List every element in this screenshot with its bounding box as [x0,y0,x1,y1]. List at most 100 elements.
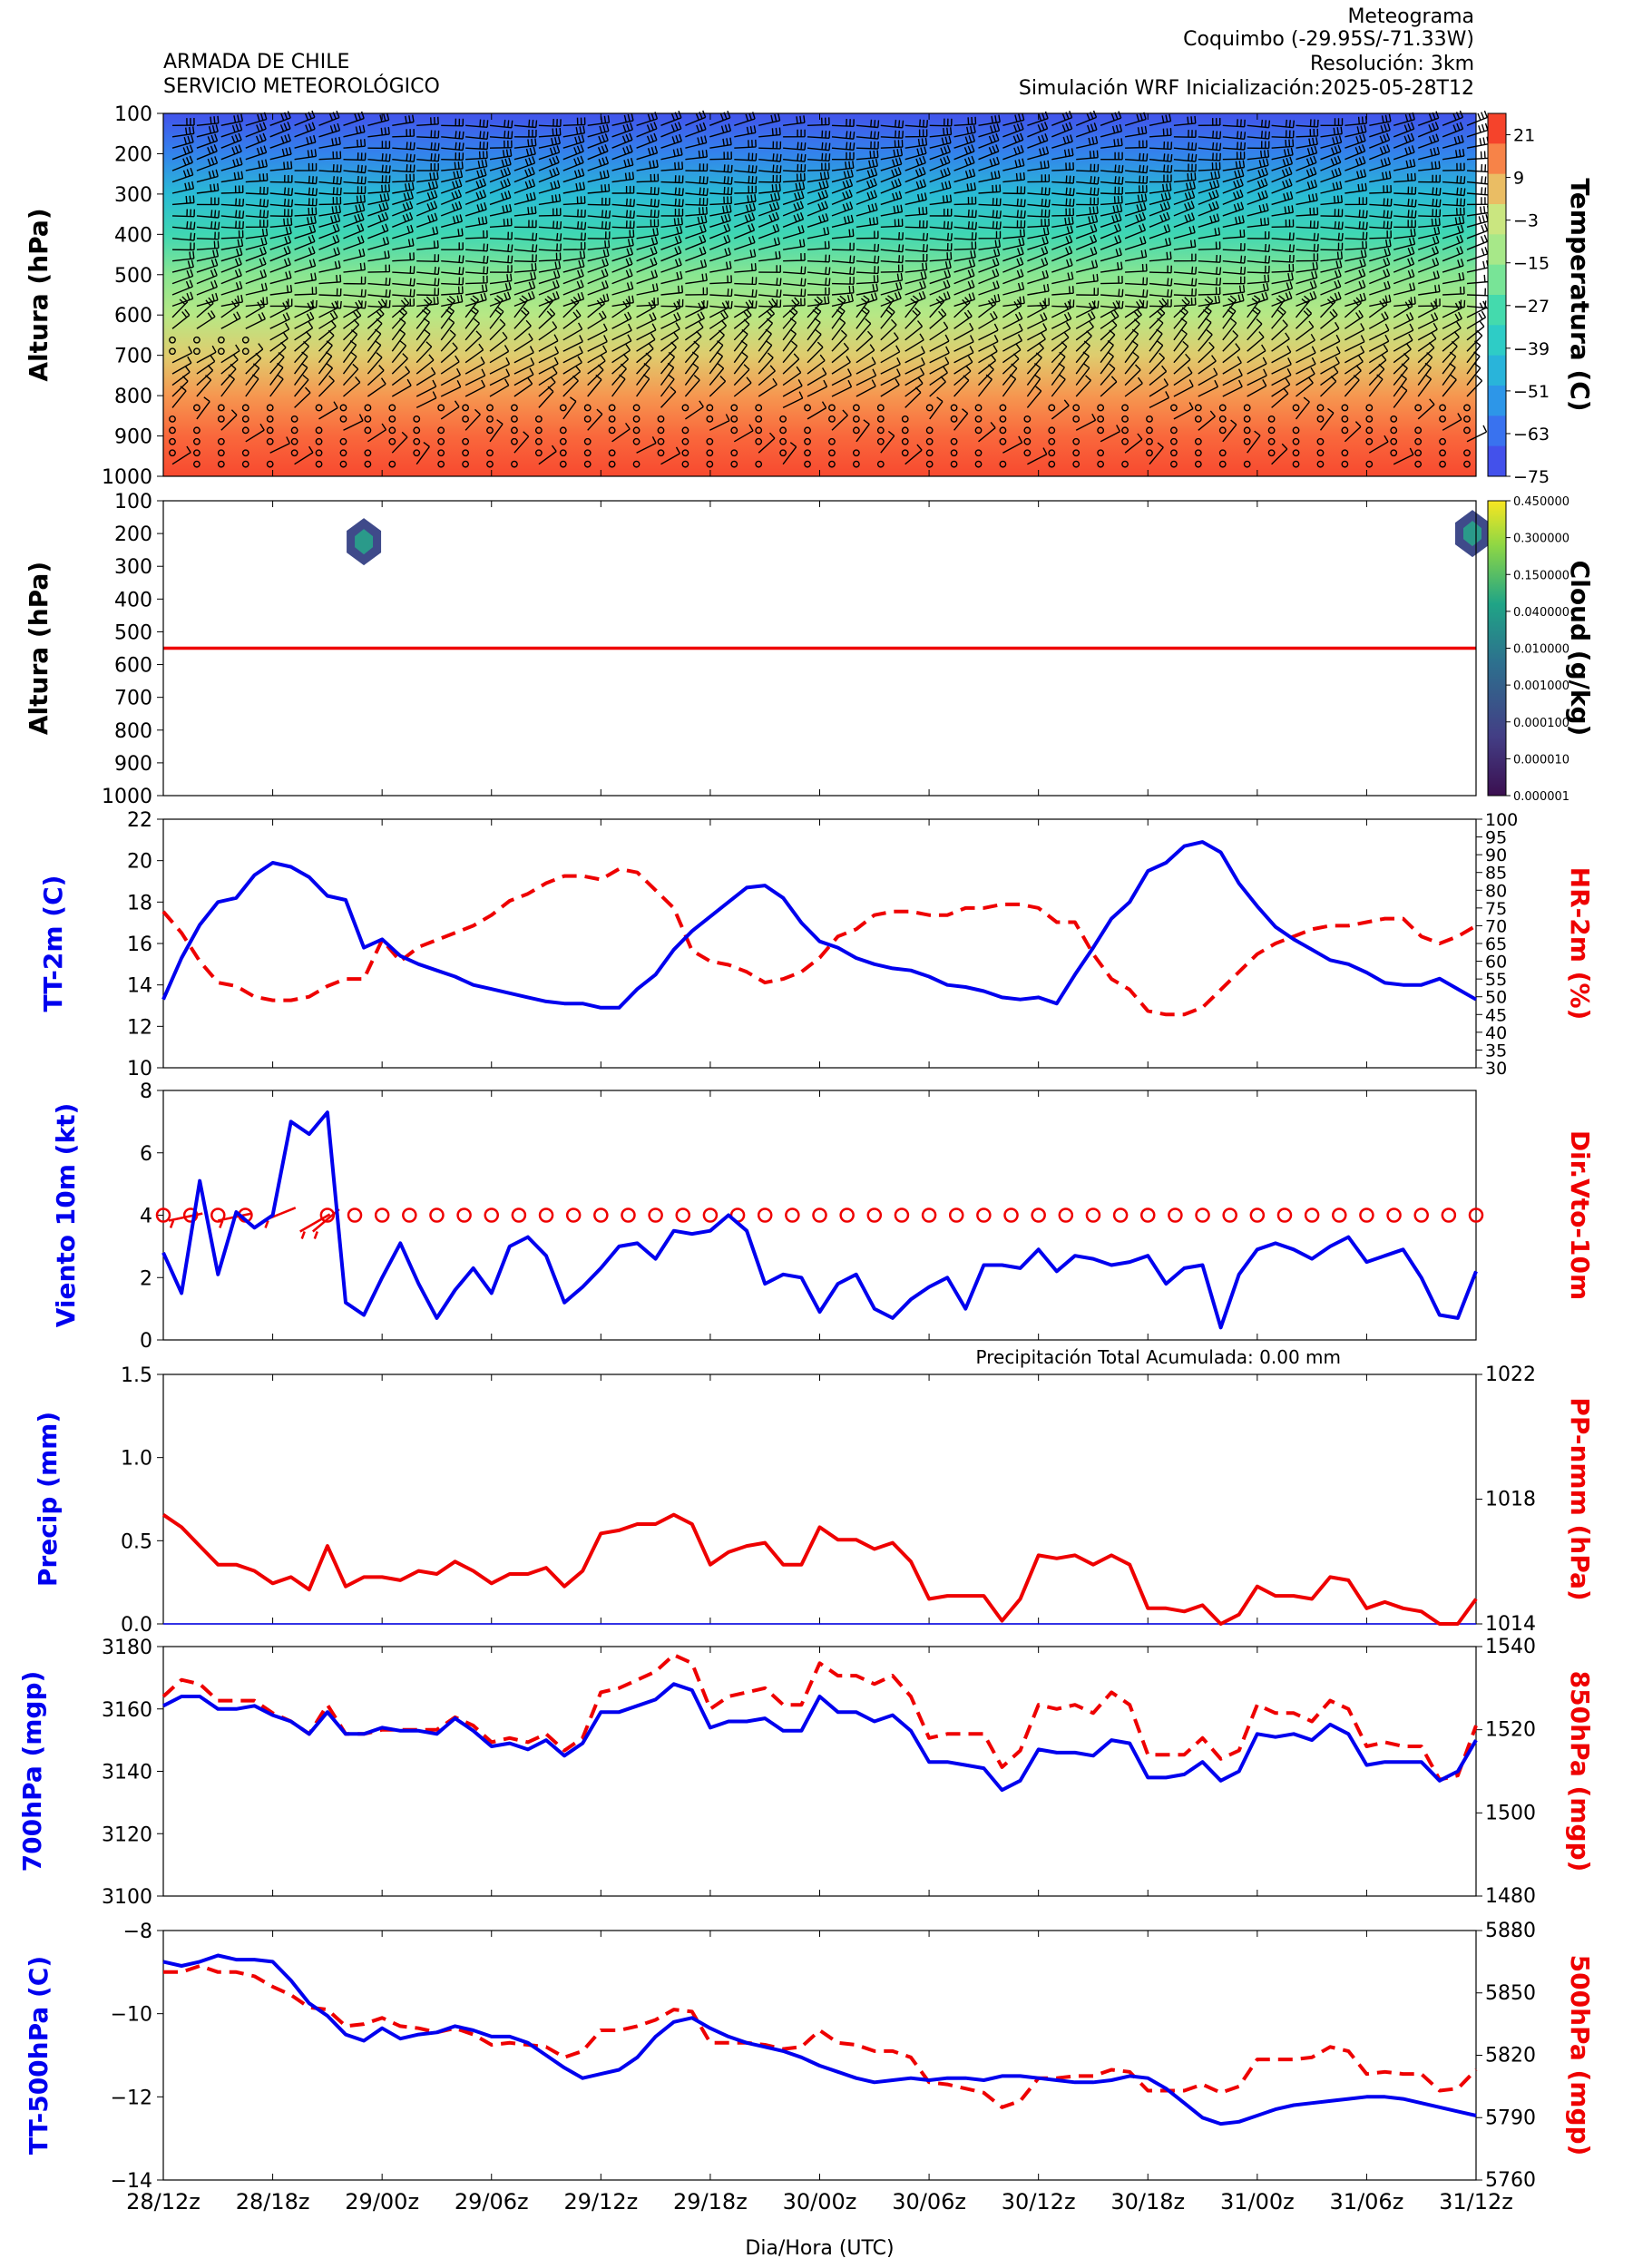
wind-barb [1295,396,1310,420]
wind-barb [905,179,927,194]
wind-barb [538,220,562,230]
wind-barb [416,180,439,194]
wind-barb [929,155,951,171]
wind-barb [611,311,632,329]
wind-barb [1149,113,1172,126]
y2-tick-label: 5790 [1485,2107,1536,2129]
wind-barb [660,133,682,149]
wind-barb [587,364,604,386]
wind-barb [269,300,290,318]
wind-barb [953,356,973,375]
wind-barb [513,166,535,183]
wind-barb [953,144,975,161]
wind-barb [1173,115,1197,126]
wind-barb [1149,153,1173,162]
y-tick-label: 18 [127,892,152,914]
wind-dir-barb [168,1212,203,1228]
wind-barb [1124,298,1144,318]
wind-barb [1247,318,1263,341]
y-tick-label: 100 [114,103,152,126]
calm-marker [681,404,689,412]
wind-barb [1393,333,1413,352]
wind-barb [513,271,537,285]
calm-marker [828,404,836,412]
wind-barb [1345,249,1367,262]
calm-marker [706,449,714,457]
wind-barb [464,216,488,228]
y2-tick-label: 55 [1485,970,1507,990]
wind-barb [1173,318,1188,341]
calm-marker [999,415,1007,423]
wind-barb [1247,119,1271,129]
wind-barb [758,127,781,138]
wind-barb [1417,111,1440,126]
wind-barb [343,124,366,138]
wind-barb [1369,144,1391,161]
wind-barb [1076,214,1099,228]
wind-barb [294,330,312,352]
wind-barb [1002,353,1020,375]
wind-barb [1442,413,1462,431]
calm-marker [1243,426,1251,435]
colorbar-2-tick-label: 0.001000 [1513,679,1569,693]
calm-marker [828,449,836,457]
wind-barb [660,235,682,250]
panel-3-ylabel: TT-2m (C) [38,875,68,1012]
y-tick-label: 1.5 [121,1364,152,1387]
wind-barb [440,342,458,364]
y2-tick-label: 5820 [1485,2045,1536,2068]
wind-barb [1051,187,1075,197]
wind-barb [562,279,584,296]
wind-barb [783,142,807,151]
calm-marker [974,426,983,435]
wind-barb [441,277,464,286]
colorbar-1-tick-label: −3 [1513,211,1539,231]
wind-barb [929,135,952,149]
calm-marker [462,437,469,445]
wind-barb [343,212,365,228]
wind-barb [1369,269,1391,285]
wind-barb [392,153,416,162]
wind-barb [245,210,269,219]
colorbar-1-tick-label: −27 [1513,297,1550,317]
calm-marker [193,404,200,412]
wind-barb [1466,110,1488,126]
calm-marker [217,336,225,344]
x-tick-label: 31/00z [1220,2189,1295,2214]
wind-barb [1051,216,1074,228]
wind-barb [465,131,489,140]
wind-barb [1442,234,1464,250]
wind-barb [196,310,216,329]
wind-barb [1002,374,1017,397]
wind-barb [343,139,367,149]
wind-barb [1173,240,1197,250]
wind-barb [318,110,340,126]
wind-barb [978,240,1001,250]
calm-marker [779,449,787,457]
wind-barb [416,379,437,397]
wind-barb [1417,246,1440,262]
wind-barb [733,340,748,364]
wind-barb [1198,152,1221,161]
colorbar-1-cell [1488,386,1506,416]
wind-barb [489,231,513,240]
wind-dir-barb [299,1213,331,1239]
wind-barb [1345,133,1366,149]
wind-barb [1271,244,1295,253]
calm-marker [583,460,592,468]
calm-marker [241,426,249,435]
wind-barb [1173,200,1195,217]
wind-barb [611,363,627,386]
wind-barb [464,159,488,171]
wind-barb [733,364,750,386]
wind-barb [1369,185,1392,194]
wind-barb [782,442,797,465]
calm-marker [974,460,983,468]
wind-barb [636,283,659,296]
calm-marker [364,426,372,435]
wind-barb [1027,283,1050,296]
wind-barb [1076,163,1100,172]
wind-barb [171,279,193,296]
wind-barb [807,142,831,152]
wind-barb [587,310,607,329]
